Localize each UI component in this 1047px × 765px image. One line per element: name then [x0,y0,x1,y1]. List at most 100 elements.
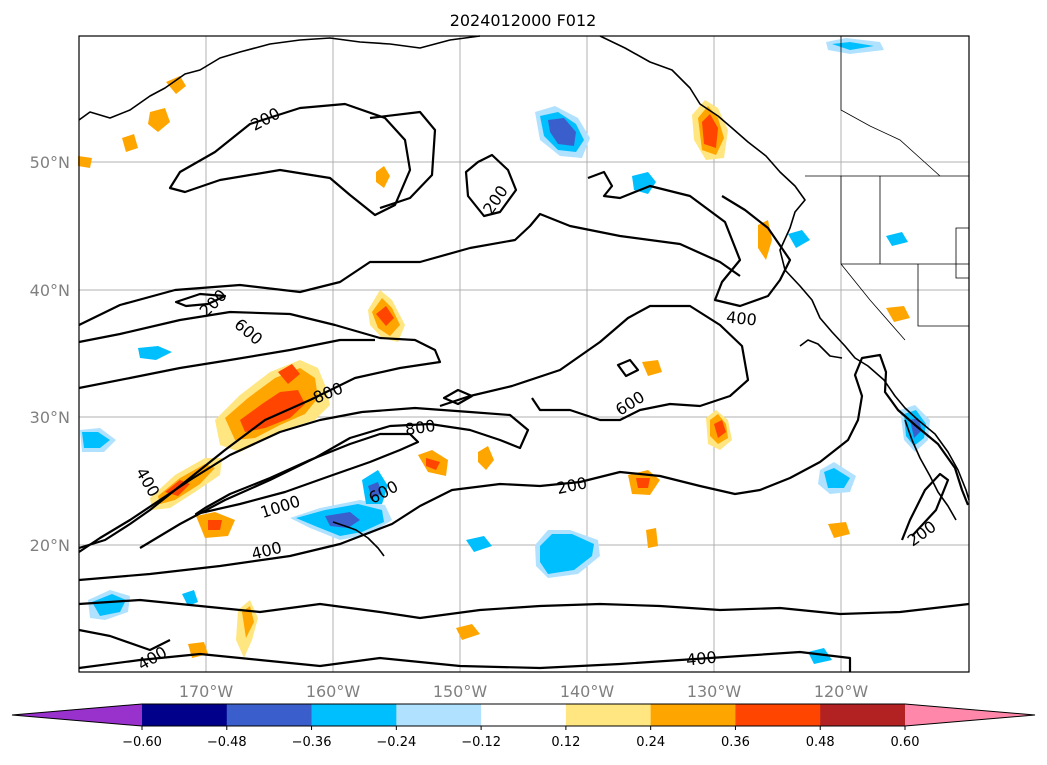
colorbar-tick-label: 0.36 [721,735,750,750]
colorbar-tick-label: 0.12 [551,735,580,750]
contour-line [78,212,741,326]
colorbar-segment [226,704,313,726]
colorbar-extend-low [12,704,142,726]
lon-tick-label: 120°W [814,682,869,701]
island-chain [332,521,385,557]
negative-blob [540,534,594,574]
contour-line [78,628,171,652]
colorbar-segment [565,704,652,726]
colorbar-extend-high [905,704,1035,726]
positive-blob [426,458,440,470]
negative-blob [832,42,874,50]
colorbar-tick-label: −0.24 [376,735,416,750]
negative-blob [824,468,850,488]
negative-blob [632,172,656,194]
positive-blob [376,166,390,188]
positive-blob [208,520,222,530]
negative-blob [548,118,576,146]
colorbar-segment [735,704,821,726]
negative-blob [886,232,908,246]
contour-label: 400 [725,307,757,329]
negative-blob [138,346,172,360]
contour-label: 800 [404,416,437,439]
canada-coast [599,35,970,501]
shaded-field [78,38,930,664]
colorbar-tick-label: −0.48 [207,735,247,750]
lon-tick-label: 160°W [306,682,361,701]
graticule [79,36,969,672]
positive-blob [702,114,718,148]
negative-blob [368,482,382,498]
negative-blob [788,230,810,248]
longitude-labels: 170°W 160°W 150°W 140°W 130°W 120°W [179,682,869,701]
alaska-coast [78,35,481,121]
gulf-coast [799,339,843,359]
colorbar-segment [481,704,567,726]
positive-blob [376,306,394,326]
positive-blob [78,156,92,168]
contour-line [616,358,640,378]
positive-blob [886,306,910,322]
contour-line [78,338,375,390]
negative-blob [466,536,492,552]
lat-tick-label: 20°N [30,536,70,555]
contour-line [464,153,518,218]
colorbar-tick-label: −0.12 [461,735,501,750]
positive-blob [642,360,662,376]
contour-line [78,598,970,620]
negative-blob [325,512,360,528]
negative-blob [182,590,198,606]
contour-line [168,102,412,217]
colorbar-segment [820,704,906,726]
baja-coast [904,419,957,521]
colorbar-segment [396,704,482,726]
colorbar-segment [311,704,397,726]
positive-blob [242,606,254,638]
colorbar-tick-label: −0.60 [122,735,162,750]
latitude-labels: 50°N 40°N 30°N 20°N [30,153,70,555]
contour-line [194,432,420,516]
lat-tick-label: 30°N [30,408,70,427]
province-border [840,36,941,177]
positive-blob [148,108,170,132]
positive-blob [456,624,480,640]
colorbar-tick-label: 0.48 [806,735,835,750]
negative-blob [82,432,110,448]
map-panel: 200 200 200 600 800 800 600 1000 400 400… [78,35,970,674]
positive-blob [278,364,300,384]
lat-tick-label: 50°N [30,153,70,172]
positive-blob [478,446,494,470]
positive-blob [636,478,650,488]
state-borders [840,176,970,341]
colorbar-tick-label: 0.24 [636,735,665,750]
map-frame [78,35,970,673]
lon-tick-label: 130°W [687,682,742,701]
contour-line [369,110,437,210]
positive-blob [828,522,850,538]
contour-line [78,650,852,672]
colorbar-tick-label: 0.60 [891,735,920,750]
colorbar-tick-label: −0.36 [292,735,332,750]
lon-tick-label: 140°W [560,682,615,701]
contour-label: 400 [685,647,717,669]
colorbar: −0.60 −0.48 −0.36 −0.24 −0.12 0.12 0.24 0.36 0.4… [11,703,1036,750]
map-background [79,36,969,672]
map-title: 2024012000 F012 [450,11,597,30]
positive-blob [240,390,305,432]
contour-line [900,472,950,541]
contour-line [442,388,474,406]
contour-line [78,353,970,582]
colorbar-segment [142,704,228,726]
contour-line [78,310,442,550]
colorbar-segment [650,704,736,726]
lon-tick-label: 170°W [179,682,234,701]
lat-tick-label: 40°N [30,281,70,300]
positive-blob [166,76,186,94]
lon-tick-label: 150°W [433,682,488,701]
contour-line [439,304,750,422]
positive-blob [646,528,658,548]
negative-blob [92,594,126,616]
coastlines [78,35,970,557]
negative-blob [808,648,832,664]
